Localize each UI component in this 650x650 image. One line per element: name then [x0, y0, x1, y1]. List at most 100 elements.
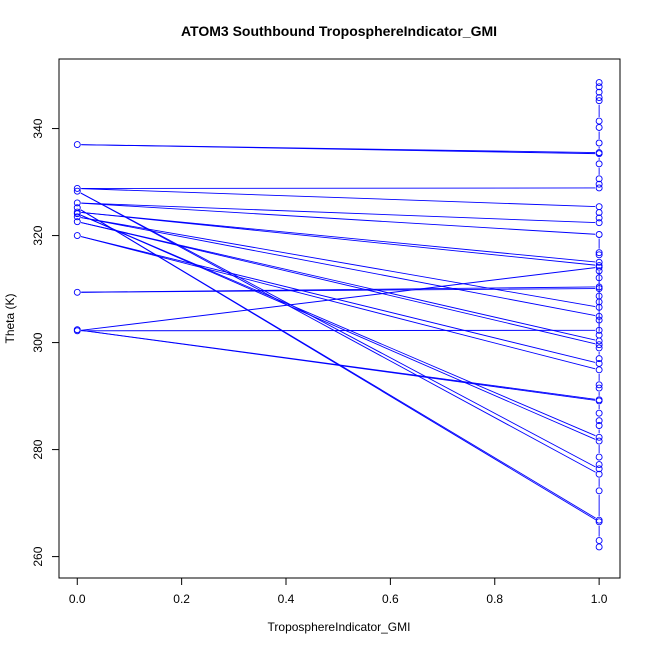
data-point [595, 344, 603, 352]
series-line-segment [81, 187, 596, 189]
data-point [73, 187, 81, 195]
y-tick-label: 280 [31, 439, 45, 459]
data-point [595, 184, 603, 192]
x-tick-label: 0.8 [486, 592, 503, 606]
data-point [73, 185, 81, 192]
data-point [595, 175, 603, 183]
data-point [595, 422, 603, 429]
series-line-segment [81, 217, 596, 308]
series-line-segment [81, 236, 596, 370]
y-tick-label: 320 [31, 225, 45, 245]
series-line-segment [81, 329, 596, 332]
data-point [595, 267, 603, 275]
data-point [73, 232, 81, 240]
y-tick-label: 300 [31, 332, 45, 352]
data-point [595, 355, 603, 363]
series-line-segment [80, 209, 596, 521]
x-tick-label: 0.4 [278, 592, 295, 606]
data-point [595, 543, 603, 551]
data-point [73, 199, 81, 207]
data-point [595, 88, 603, 96]
data-point [595, 274, 603, 282]
data-point [595, 518, 603, 526]
data-point [595, 117, 603, 125]
data-point [595, 97, 603, 105]
x-tick-label: 1.0 [591, 592, 608, 606]
data-point [595, 180, 603, 188]
data-point [595, 366, 603, 374]
series-line-segment [81, 144, 596, 155]
data-point [595, 433, 603, 441]
data-point [595, 397, 603, 405]
x-tick-label: 0.6 [382, 592, 399, 606]
data-point [595, 461, 603, 469]
series-line-segment [81, 222, 596, 341]
data-point [595, 303, 603, 311]
data-point [595, 124, 603, 131]
data-point [595, 285, 603, 292]
data-point [595, 79, 603, 86]
data-point [595, 381, 603, 389]
data-point [595, 409, 603, 417]
data-point [595, 83, 603, 91]
data-point [595, 417, 603, 425]
series-line-segment [81, 188, 596, 207]
data-point [595, 437, 603, 445]
data-layer [73, 79, 603, 551]
data-point [73, 218, 81, 226]
series-line-segment [81, 222, 596, 345]
y-axis: 260 280 300 320 340 [31, 118, 60, 567]
y-axis-label: Theta (K) [3, 293, 17, 343]
plot-box [58, 58, 621, 579]
data-point [595, 160, 603, 168]
data-point [595, 94, 603, 101]
data-point [595, 384, 603, 392]
x-tick-label: 0.2 [173, 592, 190, 606]
data-point [595, 341, 603, 349]
data-point [595, 214, 603, 222]
chart-title: ATOM3 Southbound TroposphereIndicator_GM… [181, 23, 497, 39]
series-line-segment [81, 329, 596, 401]
series-line-segment [81, 202, 596, 235]
x-axis: 0.0 0.2 0.4 0.6 0.8 1.0 [69, 577, 608, 606]
series-line-segment [80, 192, 596, 468]
data-point [595, 139, 603, 147]
data-point [595, 219, 603, 227]
y-tick-label: 340 [31, 118, 45, 138]
series-line-segment [81, 267, 596, 331]
data-point [595, 251, 603, 259]
series-line-segment [81, 236, 596, 363]
x-axis-label: TroposphereIndicator_GMI [268, 620, 411, 634]
data-point [73, 204, 81, 212]
data-point [595, 337, 603, 345]
data-point [595, 249, 603, 257]
series-line-segment [81, 211, 596, 266]
data-point [595, 487, 603, 495]
data-point [595, 263, 603, 271]
data-point [595, 537, 603, 544]
series-line-segment [80, 214, 596, 440]
y-tick-label: 260 [31, 546, 45, 566]
x-tick-label: 0.0 [69, 592, 86, 606]
data-point [595, 312, 603, 320]
data-point [595, 470, 603, 478]
data-point [595, 258, 603, 266]
data-point [595, 298, 603, 306]
data-point [73, 288, 81, 296]
series-line-segment [81, 217, 596, 317]
series-line-segment [81, 211, 596, 263]
data-point [595, 326, 603, 334]
data-point [595, 203, 603, 211]
data-point [73, 326, 81, 334]
series-line-segment [80, 192, 596, 473]
data-point [595, 209, 603, 217]
data-point [595, 150, 603, 158]
data-point [73, 141, 81, 149]
data-point [595, 316, 603, 324]
series-line-segment [81, 288, 596, 293]
data-point [595, 453, 603, 461]
data-point [73, 213, 81, 221]
data-point [595, 231, 603, 238]
series-line-segment [81, 202, 596, 224]
